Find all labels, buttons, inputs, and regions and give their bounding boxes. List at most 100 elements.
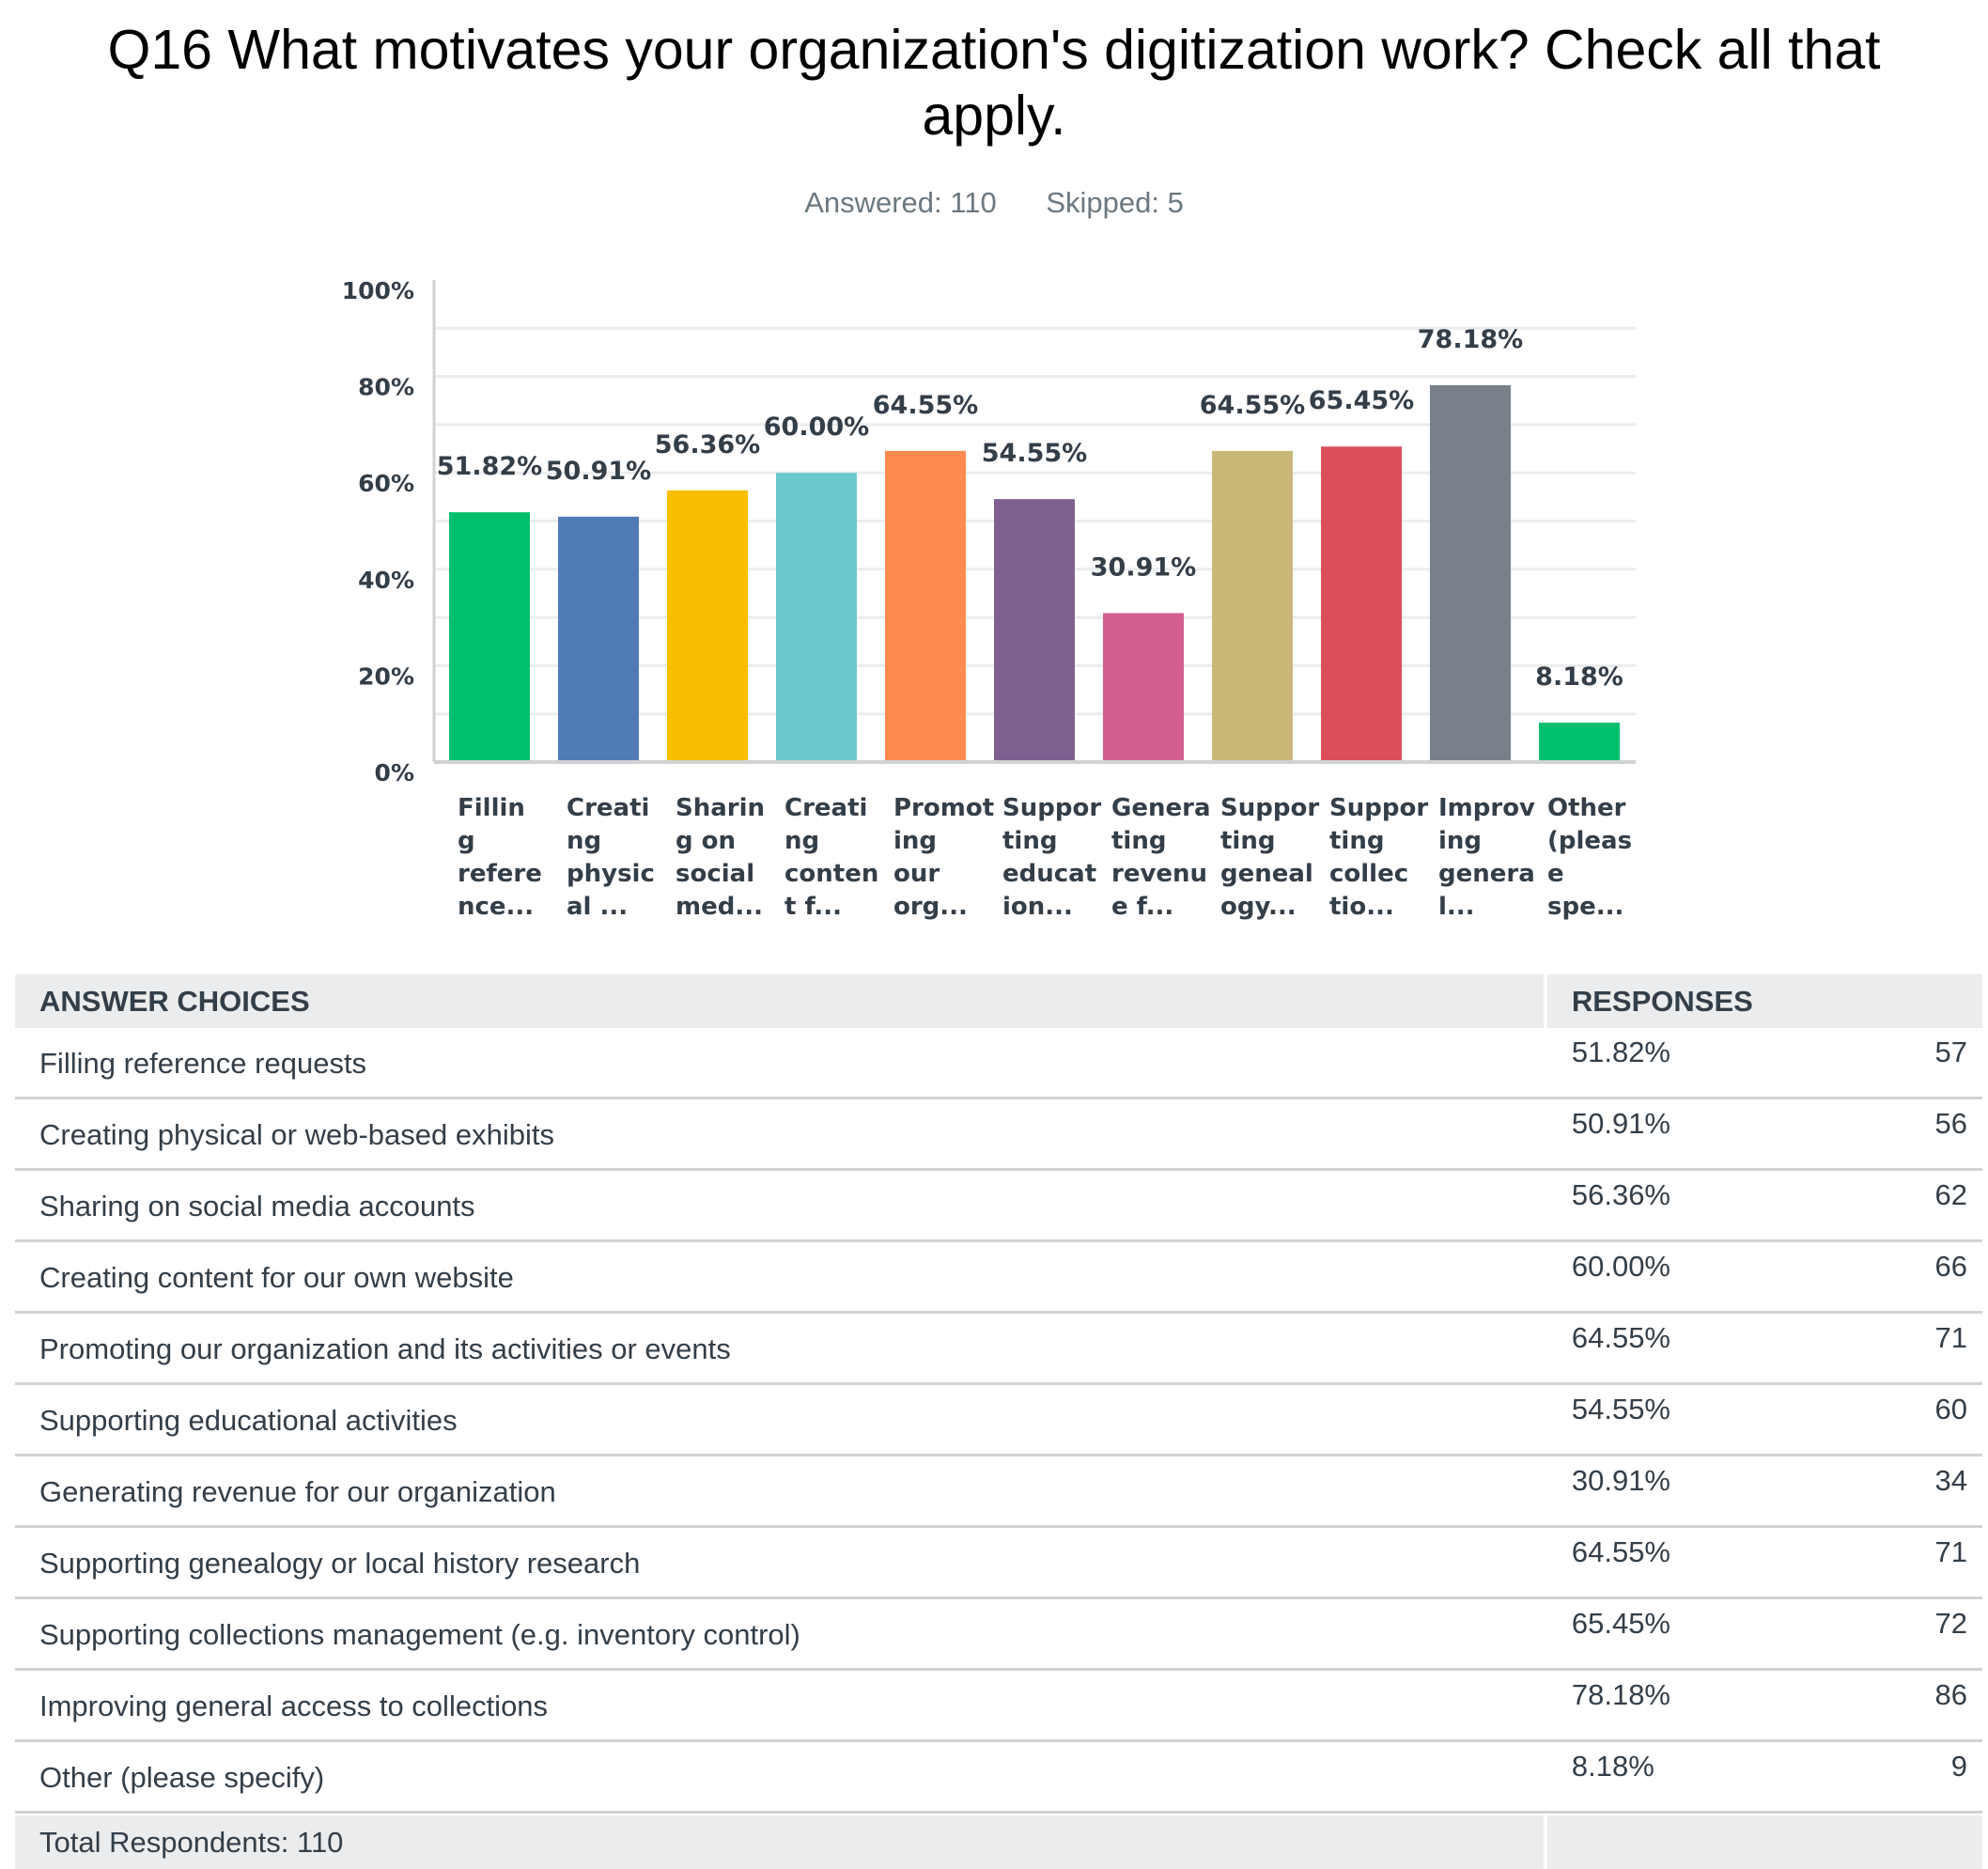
table-row: Sharing on social media accounts 56.36% 6… <box>15 1171 1982 1242</box>
table-row: Other (please specify) 8.18% 9 <box>15 1742 1982 1814</box>
x-tick-label: ting <box>1111 827 1166 855</box>
response-cell: 65.45% 72 <box>1547 1599 1982 1668</box>
header-answer-choices: ANSWER CHOICES <box>15 974 1544 1028</box>
x-tick-label: ng <box>567 827 601 855</box>
data-label: 50.91% <box>546 457 651 486</box>
bar[interactable] <box>1321 446 1402 762</box>
x-tick-label: Suppor <box>1329 794 1428 822</box>
bar[interactable] <box>1539 723 1620 762</box>
response-percent: 54.55% <box>1571 1393 1670 1425</box>
response-percent: 50.91% <box>1571 1107 1670 1140</box>
response-cell: 54.55% 60 <box>1547 1385 1982 1454</box>
table-row: Supporting collections management (e.g. … <box>15 1599 1982 1671</box>
answer-choice: Improving general access to collections <box>39 1690 549 1722</box>
response-count: 62 <box>1934 1178 1967 1211</box>
data-label: 60.00% <box>764 413 869 442</box>
bar[interactable] <box>1430 384 1511 762</box>
table-row: Supporting genealogy or local history re… <box>15 1528 1982 1599</box>
response-percent: 30.91% <box>1571 1464 1670 1497</box>
y-tick-label: 40% <box>358 567 414 594</box>
bar[interactable] <box>1212 450 1293 762</box>
answer-choice: Promoting our organization and its activ… <box>39 1332 731 1365</box>
data-label: 54.55% <box>982 439 1087 468</box>
response-percent: 51.82% <box>1571 1036 1670 1068</box>
x-tick-label: Suppor <box>1220 794 1319 822</box>
response-count: 71 <box>1934 1535 1967 1568</box>
response-percent: 56.36% <box>1571 1178 1670 1211</box>
header-responses: RESPONSES <box>1546 974 1982 1028</box>
response-count: 56 <box>1934 1107 1967 1140</box>
x-tick-label: spe... <box>1547 893 1623 921</box>
x-tick-label: Sharin <box>676 794 765 822</box>
x-tick-label: geneal <box>1220 860 1313 888</box>
table-row: Improving general access to collections … <box>15 1671 1982 1742</box>
response-cell: 50.91% 56 <box>1547 1099 1982 1168</box>
response-count: 57 <box>1934 1036 1967 1068</box>
x-tick-label: social <box>676 860 754 888</box>
responses-table: ANSWER CHOICES RESPONSES Filling referen… <box>15 974 1982 1869</box>
table-row: Creating content for our own website 60.… <box>15 1242 1982 1314</box>
bar[interactable] <box>994 499 1075 762</box>
response-cell: 60.00% 66 <box>1547 1242 1982 1311</box>
x-tick-label: Suppor <box>1002 794 1101 822</box>
bar[interactable] <box>667 490 748 762</box>
x-tick-label: collec <box>1329 860 1408 888</box>
y-tick-label: 80% <box>358 374 414 401</box>
x-tick-label: (pleas <box>1547 827 1632 855</box>
x-tick-label: ng <box>784 827 819 855</box>
bar[interactable] <box>1103 613 1184 762</box>
y-tick-label: 0% <box>375 759 414 787</box>
answer-choice: Supporting collections management (e.g. … <box>39 1618 800 1651</box>
response-percent: 78.18% <box>1571 1678 1670 1711</box>
answer-choice: Filling reference requests <box>39 1047 367 1080</box>
table-row: Filling reference requests 51.82% 57 <box>15 1028 1982 1099</box>
table-row: Generating revenue for our organization … <box>15 1456 1982 1528</box>
answer-choice: Sharing on social media accounts <box>39 1190 475 1223</box>
x-tick-label: ing <box>893 827 937 855</box>
response-percent: 64.55% <box>1571 1535 1670 1568</box>
question-title: Q16 What motivates your organization's d… <box>107 19 1881 147</box>
x-tick-label: genera <box>1438 860 1535 888</box>
x-tick-label: ting <box>1329 827 1384 855</box>
answer-choice: Supporting educational activities <box>39 1404 458 1437</box>
table-row: Creating physical or web-based exhibits … <box>15 1099 1982 1171</box>
response-count: 66 <box>1934 1250 1967 1283</box>
response-cell: 51.82% 57 <box>1547 1028 1982 1097</box>
answer-choice: Creating physical or web-based exhibits <box>39 1118 554 1151</box>
answer-choice: Supporting genealogy or local history re… <box>39 1547 641 1580</box>
x-tick-label: l... <box>1438 893 1475 921</box>
y-tick-label: 100% <box>342 277 414 304</box>
x-tick-label: med... <box>676 893 763 921</box>
total-respondents: Total Respondents: 110 <box>15 1815 1544 1869</box>
response-percent: 8.18% <box>1571 1750 1654 1783</box>
response-count: 60 <box>1934 1393 1967 1425</box>
answered-count: Answered: 110 <box>804 186 997 219</box>
x-tick-label: g on <box>676 827 736 855</box>
bar[interactable] <box>885 450 966 762</box>
answer-choice: Other (please specify) <box>39 1761 325 1794</box>
answer-choice: Generating revenue for our organization <box>39 1475 556 1508</box>
x-tick-label: Fillin <box>458 794 525 822</box>
table-header: ANSWER CHOICES RESPONSES <box>15 974 1982 1028</box>
data-label: 56.36% <box>655 430 760 459</box>
table-row: Promoting our organization and its activ… <box>15 1314 1982 1385</box>
data-label: 64.55% <box>1200 391 1305 420</box>
response-count: 86 <box>1934 1678 1967 1711</box>
x-tick-label: conten <box>784 860 878 888</box>
bar[interactable] <box>776 473 857 762</box>
x-tick-label: ogy... <box>1220 893 1297 921</box>
x-tick-label: ting <box>1220 827 1275 855</box>
x-tick-label: ion... <box>1002 893 1073 921</box>
response-cell: 56.36% 62 <box>1547 1171 1982 1239</box>
response-cell: 64.55% 71 <box>1547 1314 1982 1382</box>
x-tick-label: revenu <box>1111 860 1207 888</box>
skipped-count: Skipped: 5 <box>1046 186 1184 219</box>
response-count: 34 <box>1934 1464 1967 1497</box>
bar[interactable] <box>558 516 639 762</box>
x-tick-label: physic <box>567 860 655 888</box>
bar-chart: 0% 20% 40% 60% 80% 100% 51.82% Fillin g refere nce… <box>342 277 1636 921</box>
x-tick-label: Improv <box>1438 794 1535 822</box>
x-tick-label: Creati <box>784 794 867 822</box>
bar[interactable] <box>449 512 530 762</box>
data-label: 51.82% <box>437 452 542 481</box>
